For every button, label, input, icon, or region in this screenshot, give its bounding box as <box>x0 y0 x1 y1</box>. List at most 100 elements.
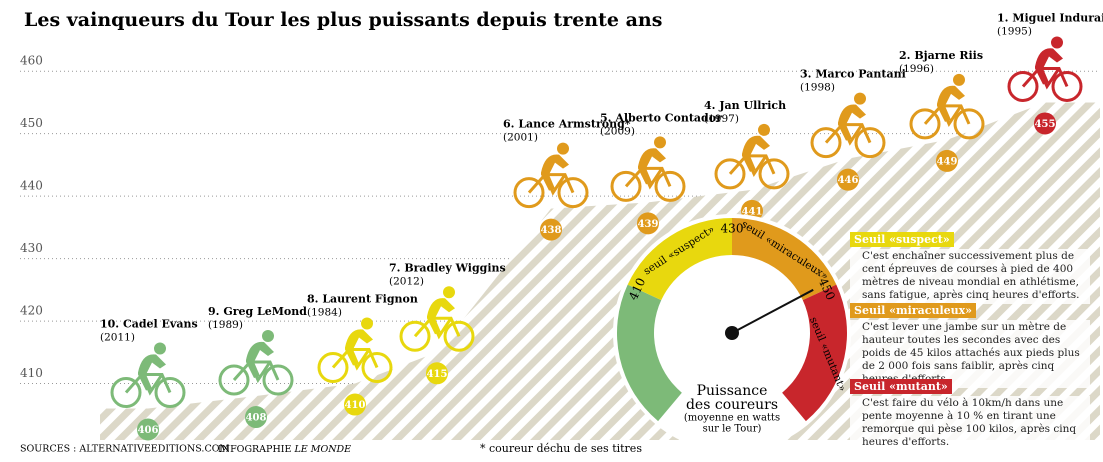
legend-item: Seuil «miraculeux» C'est lever une jambe … <box>850 303 1090 388</box>
y-tick-label: 420 <box>20 304 43 318</box>
y-tick-label: 440 <box>20 179 43 193</box>
rider-head <box>953 73 965 86</box>
legend-tag: Seuil «mutant» <box>850 379 952 394</box>
rider-year: (1996) <box>899 63 934 75</box>
rider-body <box>427 298 455 335</box>
rider-year: (1997) <box>704 113 739 125</box>
wheel <box>654 170 686 202</box>
wheel <box>810 127 842 159</box>
rider-body <box>742 135 770 172</box>
rider-head <box>758 123 770 136</box>
sources: SOURCES : ALTERNATIVEEDITIONS.COM <box>20 444 230 455</box>
value-label: 408 <box>246 413 267 424</box>
value-badge <box>1034 112 1056 135</box>
cyclist <box>513 142 589 209</box>
legend-item: Seuil «suspect» C'est enchaîner successiv… <box>850 232 1090 304</box>
value-badge <box>245 406 267 429</box>
rider-head <box>557 142 569 155</box>
rider-name: 10. Cadel Evans <box>100 318 198 331</box>
rider-body <box>138 354 166 391</box>
gauge-segment <box>732 218 837 301</box>
rider-year: (2009) <box>600 125 635 137</box>
gauge-segment <box>627 218 732 301</box>
wheel <box>110 377 142 409</box>
gauge-title: des coureurs <box>686 397 778 413</box>
value-label: 415 <box>427 369 448 380</box>
value-label: 410 <box>345 400 366 411</box>
rider-head <box>361 317 373 330</box>
wheel <box>953 108 985 140</box>
rider-name: 4. Jan Ullrich <box>704 99 786 112</box>
gauge-note: (moyenne en watts <box>684 413 780 424</box>
rider-head <box>854 92 866 105</box>
gauge-needle <box>731 288 814 334</box>
rider-body <box>246 341 274 379</box>
wheel <box>154 377 186 409</box>
rider-name: 5. Alberto Contador <box>600 111 722 124</box>
cyclist <box>1007 36 1083 102</box>
value-badge <box>426 362 448 385</box>
rider-name: 7. Bradley Wiggins <box>389 261 506 274</box>
value-badge <box>540 218 562 241</box>
rider-body <box>345 329 373 366</box>
gauge-segment <box>782 284 847 422</box>
rider-name: 9. Greg LeMond <box>208 305 307 318</box>
wheel <box>714 158 746 190</box>
rider-name: 8. Laurent Fignon <box>307 293 418 306</box>
wheel <box>262 364 294 396</box>
value-label: 449 <box>937 156 958 167</box>
wheel <box>1007 70 1039 102</box>
rider-year: (2012) <box>389 275 424 287</box>
value-badge <box>137 418 159 441</box>
rider-year: (2011) <box>100 332 135 344</box>
wheel <box>854 127 886 159</box>
rider-body <box>541 154 569 191</box>
value-badge <box>936 149 958 172</box>
rider-year: (1998) <box>800 82 835 94</box>
wheel <box>1051 70 1083 102</box>
rider-name: 6. Lance Armstrong* <box>503 118 631 131</box>
legend-text: C'est faire du vélo à 10km/h dans une pe… <box>850 396 1090 451</box>
gauge-segment <box>617 284 682 422</box>
rider-year: (1989) <box>208 319 243 331</box>
wheel <box>361 352 393 384</box>
value-label: 438 <box>541 225 562 236</box>
value-badge <box>637 212 659 235</box>
value-badge <box>837 168 859 191</box>
y-tick-label: 450 <box>20 116 43 130</box>
value-label: 446 <box>838 175 859 186</box>
wheel <box>218 364 250 396</box>
gauge-tick-label: 430 <box>721 222 744 236</box>
wheel <box>317 352 349 384</box>
cyclist <box>317 317 393 384</box>
rider-year: (1984) <box>307 307 342 319</box>
value-label: 439 <box>638 219 659 230</box>
wheel <box>557 177 589 209</box>
value-label: 441 <box>742 206 763 217</box>
wheel <box>443 320 475 352</box>
credit: INFOGRAPHIE LE MONDE <box>218 444 351 455</box>
wheel <box>399 320 431 352</box>
y-tick-label: 460 <box>20 54 43 68</box>
footnote: * coureur déchu de ses titres <box>480 442 642 455</box>
rider-head <box>1051 36 1063 49</box>
y-tick-label: 430 <box>20 241 43 255</box>
rider-name: 2. Bjarne Riis <box>899 49 983 62</box>
rider-body <box>638 148 666 185</box>
wheel <box>610 170 642 202</box>
rider-head <box>154 342 166 355</box>
rider-head <box>443 286 455 299</box>
rider-year: (2001) <box>503 132 538 144</box>
rider-name: 3. Marco Pantani <box>800 68 906 81</box>
legend-item: Seuil «mutant» C'est faire du vélo à 10km… <box>850 379 1090 451</box>
value-label: 455 <box>1035 119 1056 130</box>
rider-year: (1995) <box>997 25 1032 37</box>
rider-head <box>654 136 666 149</box>
cyclist <box>610 136 686 202</box>
wheel <box>909 108 941 140</box>
gauge-note: sur le Tour) <box>703 424 762 435</box>
value-badge <box>344 393 366 416</box>
legend-tag: Seuil «miraculeux» <box>850 303 977 318</box>
legend-tag: Seuil «suspect» <box>850 232 954 247</box>
